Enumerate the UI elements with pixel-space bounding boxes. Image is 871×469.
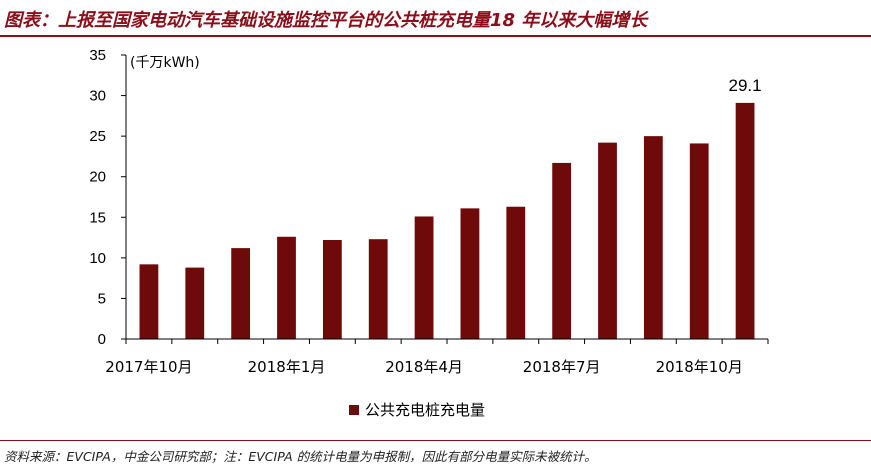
y-tick-label: 5 [98, 290, 106, 307]
y-tick-label: 10 [89, 250, 106, 267]
x-tick-label: 2018年1月 [248, 358, 326, 376]
y-axis-unit-label: (千万kWh) [130, 55, 200, 71]
x-axis: 2017年10月 2018年1月 2018年4月 2018年7月 2018年10月 [105, 338, 769, 376]
y-tick-label: 20 [89, 169, 106, 186]
x-tick-label: 2018年10月 [656, 358, 743, 376]
bar [552, 162, 572, 339]
bar [460, 208, 480, 339]
bar [506, 206, 526, 339]
bar [735, 102, 755, 339]
legend-swatch [349, 405, 359, 415]
y-tick-label: 15 [89, 209, 106, 226]
x-tick-label: 2018年4月 [385, 358, 463, 376]
bar [322, 240, 342, 339]
bar-series [139, 102, 755, 339]
bar [277, 236, 296, 339]
y-axis: 0 5 10 15 20 25 30 35 [89, 47, 127, 348]
legend-label: 公共充电桩充电量 [365, 401, 485, 419]
bar [414, 216, 434, 339]
y-tick-label: 25 [89, 128, 106, 145]
bar [368, 239, 388, 339]
bar [185, 267, 205, 339]
bar [689, 143, 709, 339]
bar [598, 142, 617, 339]
bar [231, 248, 251, 339]
chart-header: 图表：上报至国家电动汽车基础设施监控平台的公共桩充电量18 年以来大幅增长 [0, 0, 871, 37]
chart-title: 图表：上报至国家电动汽车基础设施监控平台的公共桩充电量18 年以来大幅增长 [4, 10, 648, 31]
legend: 公共充电桩充电量 [349, 401, 485, 419]
bar [139, 264, 159, 339]
data-labels: 29.1 [729, 76, 762, 95]
y-tick-label: 35 [89, 47, 106, 64]
x-tick-label: 2018年7月 [523, 358, 601, 376]
bar [643, 136, 663, 339]
y-tick-label: 30 [89, 88, 106, 105]
source-note: 资料来源：EVCIPA，中金公司研究部；注：EVCIPA 的统计电量为申报制，因… [4, 449, 597, 464]
title-divider [0, 35, 871, 37]
y-tick-label: 0 [98, 331, 106, 348]
x-tick-label: 2017年10月 [105, 358, 192, 376]
footer-divider [0, 440, 871, 441]
data-label: 29.1 [729, 76, 762, 95]
